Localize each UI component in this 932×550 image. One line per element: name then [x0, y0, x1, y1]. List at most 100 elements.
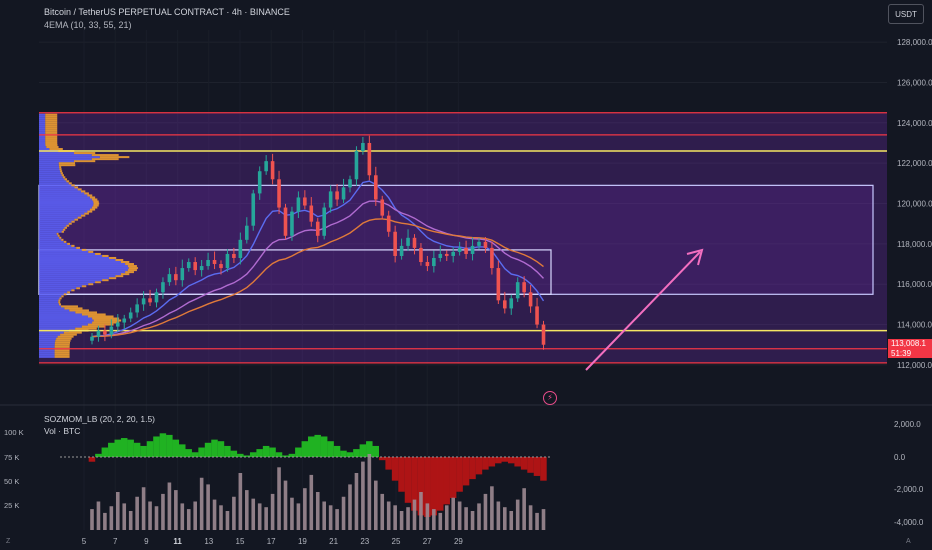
volume-bar [528, 505, 533, 530]
profile-bar-blue [39, 238, 62, 241]
profile-bar-orange [58, 162, 76, 165]
candle-body [399, 245, 404, 256]
profile-bar-orange [74, 218, 79, 221]
momentum-bar [488, 457, 496, 467]
volume-bar [490, 486, 494, 530]
profile-bar-orange [58, 303, 62, 306]
candle-body [348, 179, 352, 188]
momentum-bar [507, 457, 515, 464]
zoom-icon[interactable]: Z [6, 538, 11, 545]
volume-bar [477, 503, 481, 530]
momentum-bar [398, 457, 405, 492]
candle-body [509, 298, 514, 309]
profile-bar-blue [39, 232, 57, 235]
profile-bar-orange [127, 265, 137, 268]
profile-bar-orange [89, 196, 96, 199]
volume-bar [328, 505, 333, 530]
auto-scale-icon[interactable]: A [906, 538, 911, 545]
momentum-bar [146, 441, 154, 457]
momentum-legend[interactable]: SOZMOM_LB (20, 2, 20, 1.5) [44, 414, 156, 424]
volume-bar [535, 512, 539, 530]
momentum-bar [527, 457, 534, 473]
x-tick-label: 23 [360, 537, 369, 546]
profile-bar-blue [39, 216, 78, 219]
volume-bar [148, 501, 152, 530]
lightning-icon[interactable]: ⚡ [543, 391, 557, 405]
volume-bar [399, 511, 404, 530]
momentum-bar [179, 444, 186, 457]
candle-body [277, 179, 281, 208]
momentum-bar [256, 449, 263, 457]
y-tick-label: 116,000.0 [897, 280, 932, 289]
candle-body [122, 318, 127, 323]
profile-bar-orange [45, 121, 58, 124]
volume-bar [290, 497, 294, 530]
upper-range-box [38, 184, 874, 295]
profile-bar-blue [39, 331, 64, 334]
indicator-legend[interactable]: 4EMA (10, 33, 55, 21) [44, 20, 132, 30]
profile-bar-orange [128, 267, 138, 270]
profile-bar-orange [59, 297, 62, 300]
profile-bar-orange [75, 327, 97, 330]
profile-bar-blue [39, 242, 68, 245]
volume-bar [509, 511, 514, 530]
candle-body [315, 221, 320, 236]
momentum-bar [269, 447, 276, 457]
profile-bar-orange [54, 345, 70, 348]
volume-bar [457, 501, 462, 530]
profile-bar-orange [92, 321, 120, 324]
profile-bar-orange [93, 200, 99, 203]
volume-bar [451, 497, 455, 530]
volume-bar [522, 488, 526, 530]
profile-bar-orange [64, 307, 83, 310]
volume-bar [464, 507, 468, 530]
momentum-bar [443, 457, 450, 505]
profile-bar-blue [39, 321, 93, 324]
profile-bar-orange [88, 283, 94, 286]
profile-bar-orange [45, 139, 58, 142]
candle-body [322, 207, 326, 236]
ema-line-33 [91, 218, 544, 338]
profile-bar-orange [76, 246, 80, 249]
profile-bar-orange [45, 141, 58, 144]
volume-bar [161, 493, 165, 530]
profile-bar-orange [93, 319, 122, 322]
candle-body [116, 322, 120, 327]
profile-bar-blue [39, 141, 46, 144]
profile-bar-orange [71, 220, 75, 223]
momentum-bar [404, 457, 412, 503]
momentum-bar [475, 457, 483, 475]
profile-bar-blue [39, 117, 46, 120]
momentum-axis-label: -2,000.0 [894, 485, 924, 494]
volume-bar [128, 511, 133, 530]
profile-bar-blue [39, 198, 92, 201]
momentum-bar [249, 452, 257, 457]
candle-body [419, 247, 423, 263]
profile-bar-blue [39, 182, 69, 185]
profile-bar-orange [77, 188, 82, 191]
profile-bar-blue [39, 244, 72, 247]
profile-bar-blue [39, 139, 46, 142]
volume-bar [180, 503, 185, 530]
volume-axis-label: 50 K [4, 477, 19, 486]
profile-bar-blue [39, 351, 55, 354]
volume-axis-label: 100 K [4, 428, 24, 437]
volume-bar [245, 490, 249, 530]
volume-bar [496, 501, 501, 530]
profile-bar-blue [39, 176, 63, 179]
profile-bar-orange [75, 311, 98, 314]
volume-legend[interactable]: Vol · BTC [44, 426, 81, 436]
profile-bar-blue [39, 283, 89, 286]
momentum-bar [95, 453, 102, 457]
profile-bar-blue [39, 275, 116, 278]
profile-bar-blue [39, 279, 103, 282]
momentum-bar [237, 453, 244, 457]
currency-button[interactable]: USDT [888, 4, 924, 24]
profile-bar-blue [39, 295, 62, 298]
profile-bar-orange [89, 208, 96, 211]
momentum-bar [501, 457, 508, 462]
x-tick-label: 11 [173, 537, 182, 546]
profile-bar-orange [102, 254, 109, 257]
momentum-bar [314, 434, 321, 457]
profile-bar-orange [68, 222, 72, 225]
